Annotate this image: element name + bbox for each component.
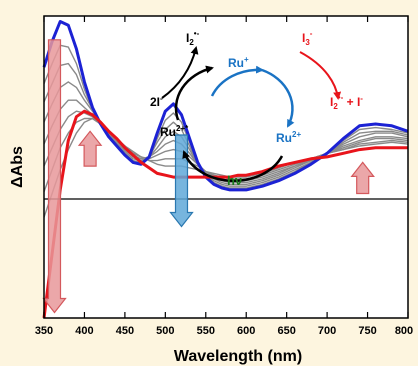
label-product: I2•- + I-: [330, 93, 363, 111]
x-tick-label: 550: [197, 325, 215, 337]
iodide-arrow: [161, 46, 199, 99]
x-tick-label: 450: [116, 325, 134, 337]
tick-layer: 350 400 450 500 550 600 650 700 750 800: [35, 16, 413, 337]
label-hv: hν: [227, 173, 242, 188]
x-tick-label: 500: [156, 325, 174, 337]
x-tick-label: 750: [358, 325, 376, 337]
change-arrow-down-0: [42, 39, 67, 314]
y-axis-label: ΔAbs: [9, 146, 26, 188]
label-i2-radical: I2•-: [186, 29, 200, 47]
cycle-arc-left: [174, 65, 214, 121]
reaction-scheme: I2•- Ru+ I3- I2•- + I- 2I- Ru2+* Ru2+ hν: [150, 29, 363, 188]
x-tick-label: 650: [277, 325, 295, 337]
arrow-layer: [42, 39, 375, 314]
label-ru-2plus: Ru2+: [276, 130, 301, 145]
cycle-arc-right: [261, 68, 295, 128]
cycle-arc-bottom: [182, 150, 284, 182]
x-tick-label: 800: [395, 325, 413, 337]
x-axis-label: Wavelength (nm): [174, 348, 302, 365]
x-tick-label: 400: [75, 325, 93, 337]
series-line-0: [42, 20, 409, 192]
plot-area: [44, 16, 408, 318]
x-tick-label: 350: [35, 325, 53, 337]
cycle-arc-top: [210, 65, 264, 97]
change-arrow-up-1: [77, 130, 103, 167]
x-tick-label: 700: [318, 325, 336, 337]
label-ru-plus: Ru+: [228, 55, 249, 70]
change-arrow-up-3: [350, 161, 375, 195]
label-i3: I3-: [302, 29, 313, 47]
label-ru-2plus-star: Ru2+*: [160, 124, 189, 139]
triiodide-arrow: [299, 51, 342, 100]
plot-frame: [43, 15, 409, 319]
label-2i: 2I-: [150, 94, 163, 109]
x-tick-label: 600: [237, 325, 255, 337]
